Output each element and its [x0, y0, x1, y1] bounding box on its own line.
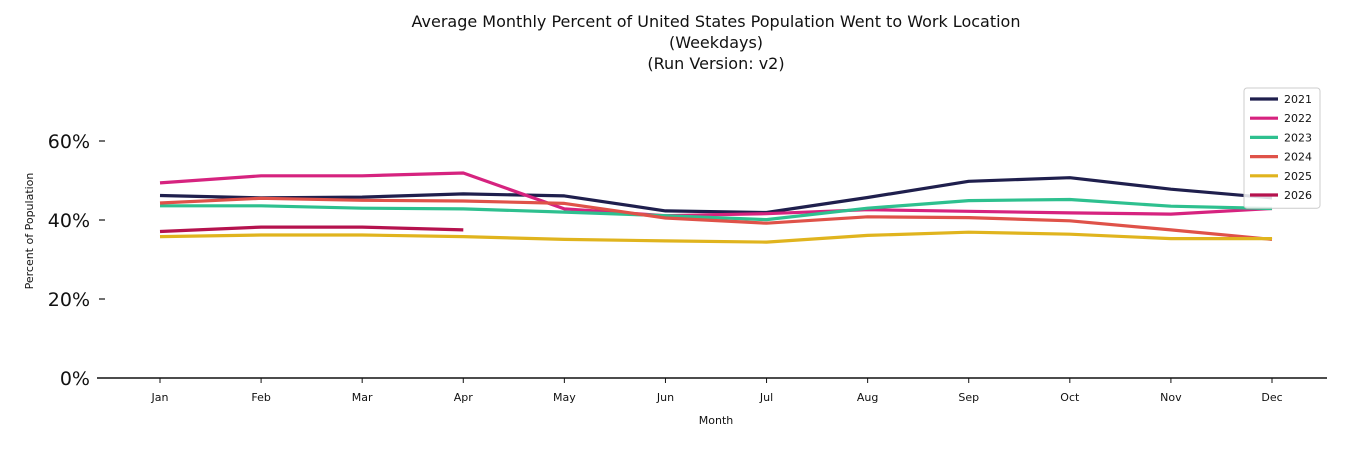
- chart-title-line-1: Average Monthly Percent of United States…: [412, 12, 1021, 31]
- x-tick-label: Mar: [352, 391, 373, 404]
- series-lines: [159, 171, 1273, 244]
- y-tick-label: 60%: [48, 131, 90, 153]
- x-tick-label: Jun: [656, 391, 674, 404]
- series-line-2022: [159, 171, 1273, 218]
- legend-label-2022: 2022: [1284, 112, 1312, 125]
- x-tick-label: Jul: [759, 391, 773, 404]
- series-line-2021: [159, 176, 1273, 215]
- legend-label-2025: 2025: [1284, 170, 1312, 183]
- x-tick-label: Nov: [1160, 391, 1182, 404]
- legend: 2021 2022 2023 2024 2025 2026: [1243, 87, 1321, 209]
- chart-title-line-2: (Weekdays): [669, 33, 763, 52]
- y-axis-label: Percent of Population: [23, 173, 36, 290]
- x-tick-label: Apr: [454, 391, 474, 404]
- y-tick-label: 40%: [48, 210, 90, 232]
- x-tick-label: May: [553, 391, 576, 404]
- series-line-2024: [159, 196, 1273, 241]
- legend-label-2021: 2021: [1284, 93, 1312, 106]
- y-tick-label: 0%: [60, 368, 90, 390]
- x-tick-label: Feb: [251, 391, 270, 404]
- series-line-2023: [160, 197, 1273, 222]
- x-tick-label: Dec: [1261, 391, 1282, 404]
- chart-title-line-3: (Run Version: v2): [647, 54, 784, 73]
- x-tick-label: Jan: [151, 391, 169, 404]
- x-tick-label: Sep: [958, 391, 979, 404]
- x-axis-label: Month: [699, 414, 734, 427]
- y-tick-label: 20%: [48, 289, 90, 311]
- legend-label-2024: 2024: [1284, 151, 1312, 164]
- legend-label-2023: 2023: [1284, 131, 1312, 144]
- legend-label-2026: 2026: [1284, 189, 1312, 202]
- x-tick-label: Aug: [857, 391, 878, 404]
- series-line-2026: [159, 225, 464, 234]
- x-tick-label: Oct: [1060, 391, 1080, 404]
- axes: Jan Feb Mar Apr May Jun Jul Aug Sep Oct Nov Dec 0% 20…: [48, 131, 1327, 404]
- series-line-2025: [159, 230, 1272, 244]
